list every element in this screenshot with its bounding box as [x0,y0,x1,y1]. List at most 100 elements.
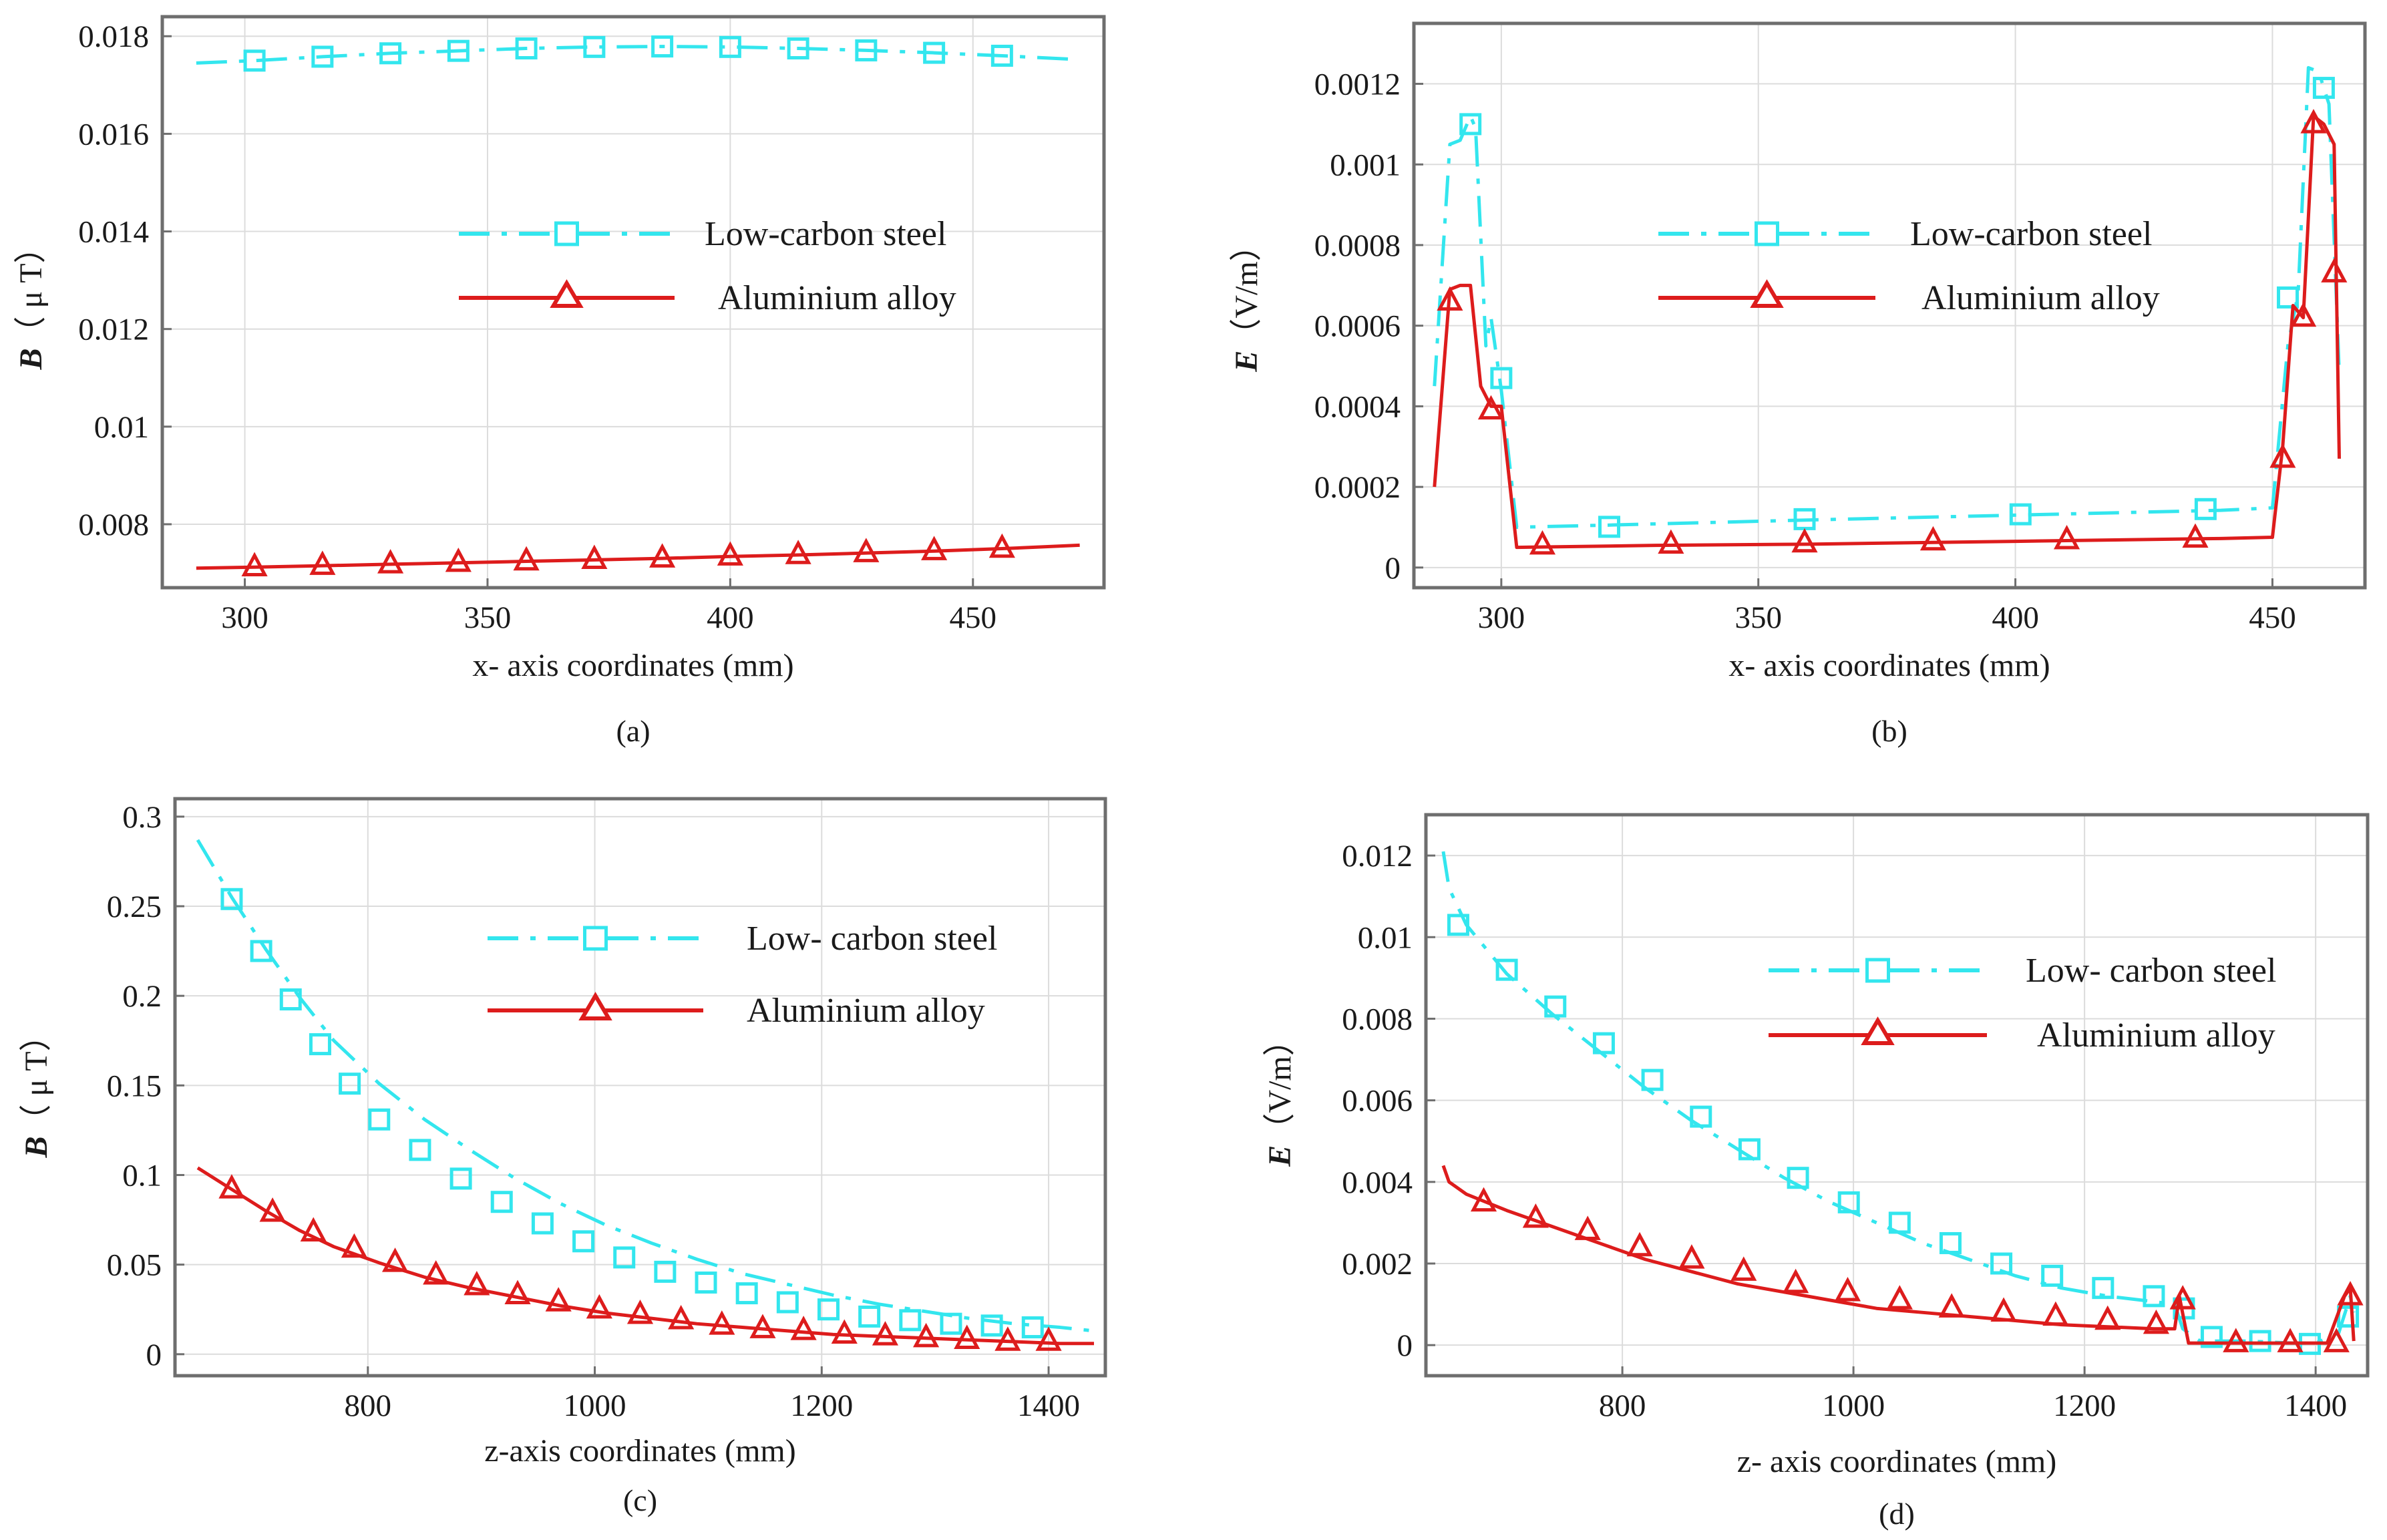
triangle-marker [668,1305,695,1330]
square-marker [2143,1285,2165,1308]
x-axis-title: z- axis coordinates (mm) [1737,1444,2057,1479]
triangle-marker [709,1310,735,1335]
series-aluminium-alloy [196,533,1080,577]
triangle-marker [831,1319,858,1344]
square-marker [2194,498,2217,520]
y-axis-title: E（V/m） [1262,1024,1298,1167]
square-marker [2200,1326,2223,1348]
y-axis-title: B（ μ T） [19,1019,54,1158]
legend-triangle-marker [1750,279,1784,308]
y-axis-unit: （ μ T） [19,1019,54,1136]
x-tick-label: 1200 [790,1388,853,1423]
triangle-marker [872,1321,899,1346]
y-tick-label: 0.0004 [1314,389,1401,424]
series-line [1433,65,2342,529]
y-tick-label: 0.002 [1342,1247,1413,1282]
y-tick-label: 0 [1385,551,1401,586]
square-marker [1837,1191,1860,1213]
square-marker [515,37,538,59]
triangle-marker [853,538,880,562]
y-tick-label: 0.01 [94,410,149,445]
triangle-marker [241,552,268,577]
panel-label: (c) [623,1483,657,1517]
x-tick-label: 1000 [1822,1388,1885,1423]
triangle-marker [1477,395,1505,420]
legend: Low- carbon steel Aluminium alloy [1769,952,2276,1054]
triangle-marker [2169,1285,2196,1310]
legend-label-low-carbon-steel: Low- carbon steel [747,920,997,958]
series-aluminium-alloy [196,1166,1095,1351]
triangle-marker [1919,526,1947,551]
legend-label-aluminium-alloy: Aluminium alloy [747,992,985,1030]
square-marker [250,940,272,962]
series-low-carbon-steel [196,35,1080,72]
square-marker [2277,286,2300,309]
square-marker [858,1305,881,1328]
square-marker [817,1298,840,1321]
x-tick-label: 1200 [2053,1388,2116,1423]
triangle-marker [1783,1268,1809,1294]
x-tick-label: 450 [950,600,997,635]
x-tick-label: 1000 [564,1388,626,1423]
legend-triangle-marker [550,279,584,308]
x-axis-title: x- axis coordinates (mm) [472,648,793,683]
square-marker [776,1291,799,1314]
square-marker [409,1139,431,1161]
triangle-marker [2042,1301,2069,1326]
triangle-marker [341,1233,367,1258]
triangle-marker [2143,1309,2169,1334]
square-marker [379,42,402,65]
x-tick-label: 350 [1734,600,1782,635]
legend-triangle-marker [578,992,612,1020]
chart-panel-b: 300 350 400 450 0 0.0002 0.0004 0.0006 0.0008 0.0… [1229,21,2367,748]
square-marker [787,37,809,59]
series-line [196,45,1080,65]
triangle-marker [1574,1215,1601,1240]
triangle-marker [1791,528,1818,553]
square-marker [940,1312,962,1335]
square-marker [990,44,1013,67]
legend-label-aluminium-alloy: Aluminium alloy [1921,279,2160,317]
legend: Low- carbon steel Aluminium alloy [488,920,997,1030]
y-axis-unit: （V/m） [1229,229,1264,350]
triangle-marker [2321,258,2348,282]
triangle-marker [1626,1231,1653,1257]
triangle-marker [1678,1244,1705,1269]
x-tick-label: 450 [2249,600,2296,635]
square-marker [1598,516,1620,538]
legend-square-marker [554,221,579,246]
square-marker [899,1309,922,1332]
triangle-marker [218,1174,245,1199]
triangle-marker [1658,529,1684,554]
y-tick-label: 0.001 [1330,148,1401,182]
square-marker [719,35,741,58]
series-low-carbon-steel [196,839,1095,1339]
y-tick-label: 0.012 [1342,839,1413,874]
chart-panel-a: 300 350 400 450 0.008 0.01 0.012 0.014 0.016 0.01… [13,15,1106,748]
legend-label-low-carbon-steel: Low-carbon steel [1910,215,2152,253]
series-aluminium-alloy [1441,1165,2364,1352]
triangle-marker [2269,443,2296,468]
y-axis-symbol: B [13,349,49,371]
square-marker [1021,1316,1044,1339]
x-tick-label: 1400 [1017,1388,1080,1423]
y-tick-label: 0.004 [1342,1165,1413,1200]
legend: Low-carbon steel Aluminium alloy [459,215,956,317]
plot-frame [1412,21,2367,590]
y-axis-title: E（V/m） [1229,229,1264,372]
legend-square-marker [1755,221,1779,246]
triangle-marker [785,540,811,564]
series-line [1441,851,2356,1345]
y-tick-label: 0.25 [107,890,162,924]
y-tick-label: 0.2 [122,979,162,1014]
square-marker [2092,1277,2115,1300]
triangle-marker [300,1217,327,1242]
triangle-marker [586,1294,612,1319]
triangle-marker [1470,1187,1497,1212]
x-tick-label: 400 [1992,600,2039,635]
y-axis-unit: （V/m） [1262,1024,1298,1145]
square-marker [368,1108,391,1131]
triangle-marker [1522,1203,1549,1228]
series-low-carbon-steel [1433,65,2342,538]
